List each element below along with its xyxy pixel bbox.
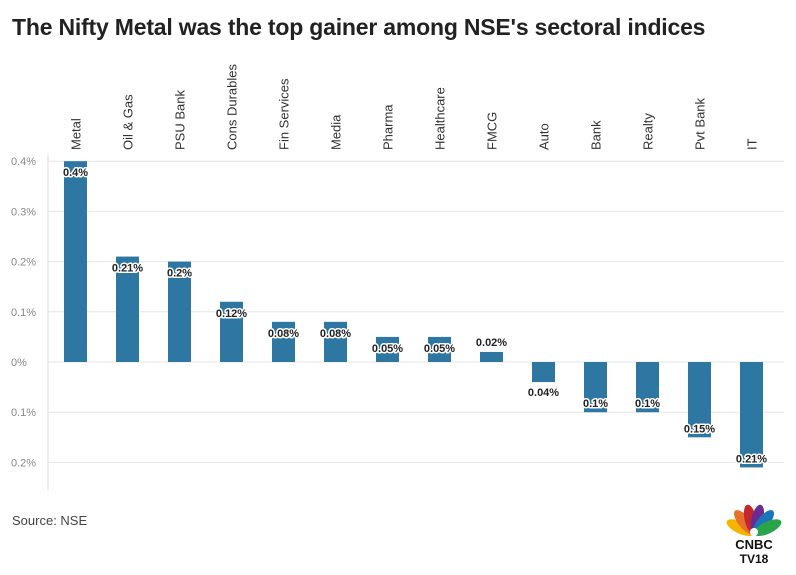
y-tick-label: 0% (11, 357, 27, 369)
data-label: 0.1% (635, 398, 660, 410)
category-label: Fin Services (277, 78, 292, 150)
logo-text-tv18: TV18 (740, 552, 769, 566)
y-tick-label: 0.3% (11, 206, 36, 218)
category-label: Oil & Gas (121, 94, 136, 150)
bar-healthcare (428, 336, 451, 362)
category-label: Auto (537, 123, 552, 150)
bar-media (324, 321, 347, 362)
category-label: PSU Bank (173, 90, 188, 150)
bar-bank (584, 362, 607, 413)
data-label: 0.08% (268, 328, 299, 340)
y-axis-ticks: 0.4% 0.3% 0.2% 0.1% 0% 0.1% 0.2% (11, 156, 36, 469)
data-label: 0.15% (684, 423, 715, 435)
category-label: Pharma (381, 104, 396, 150)
data-label: 0.02% (476, 337, 507, 349)
y-tick-label: 0.1% (11, 307, 36, 319)
data-labels: 0.4% 0.21% 0.2% 0.12% 0.08% 0.08% 0.05% 0.05% 0.… (61, 166, 768, 467)
data-label: 0.12% (216, 308, 247, 320)
logo-text-cnbc: CNBC (735, 537, 773, 552)
bar-pharma (376, 336, 399, 362)
bar-pvt-bank (688, 362, 711, 438)
category-label: Cons Durables (225, 64, 240, 150)
bar-cons-durables (220, 301, 243, 362)
category-label: Metal (69, 118, 84, 150)
bar-it (740, 362, 763, 468)
peacock-feather (753, 519, 782, 537)
bar-metal (64, 161, 87, 362)
peacock-icon (726, 504, 782, 537)
bars (64, 161, 763, 468)
y-tick-label: 0.2% (11, 457, 36, 469)
bar-psu-bank (168, 261, 191, 362)
grid-lines (48, 160, 784, 463)
category-label: Realty (641, 113, 656, 150)
bar-fin-services (272, 321, 295, 362)
data-label: 0.08% (320, 328, 351, 340)
category-label: Bank (589, 120, 604, 150)
peacock-body (750, 528, 758, 536)
data-label: 0.2% (167, 268, 192, 280)
data-label: 0.1% (583, 398, 608, 410)
cnbc-tv18-logo: CNBC TV18 (726, 504, 782, 566)
y-tick-label: 0.2% (11, 257, 36, 269)
data-label: 0.04% (528, 387, 559, 399)
y-tick-label: 0.4% (11, 156, 36, 168)
data-label: 0.21% (736, 453, 767, 465)
data-label: 0.05% (424, 343, 455, 355)
category-label: IT (745, 138, 760, 150)
category-label: Media (329, 114, 344, 150)
category-labels: Metal Oil & Gas PSU Bank Cons Durables Fin S… (69, 64, 760, 150)
chart-title: The Nifty Metal was the top gainer among… (12, 14, 706, 40)
category-label: Pvt Bank (693, 97, 708, 150)
data-label: 0.05% (372, 343, 403, 355)
bar-auto (532, 362, 555, 383)
data-label: 0.4% (63, 167, 88, 179)
bar-fmcg (480, 351, 503, 362)
bar-realty (636, 362, 659, 413)
category-label: FMCG (485, 112, 500, 150)
bar-oil-gas (116, 256, 139, 362)
y-tick-label: 0.1% (11, 407, 36, 419)
data-label: 0.21% (112, 263, 143, 275)
source-note: Source: NSE (12, 513, 88, 528)
category-label: Healthcare (433, 87, 448, 150)
